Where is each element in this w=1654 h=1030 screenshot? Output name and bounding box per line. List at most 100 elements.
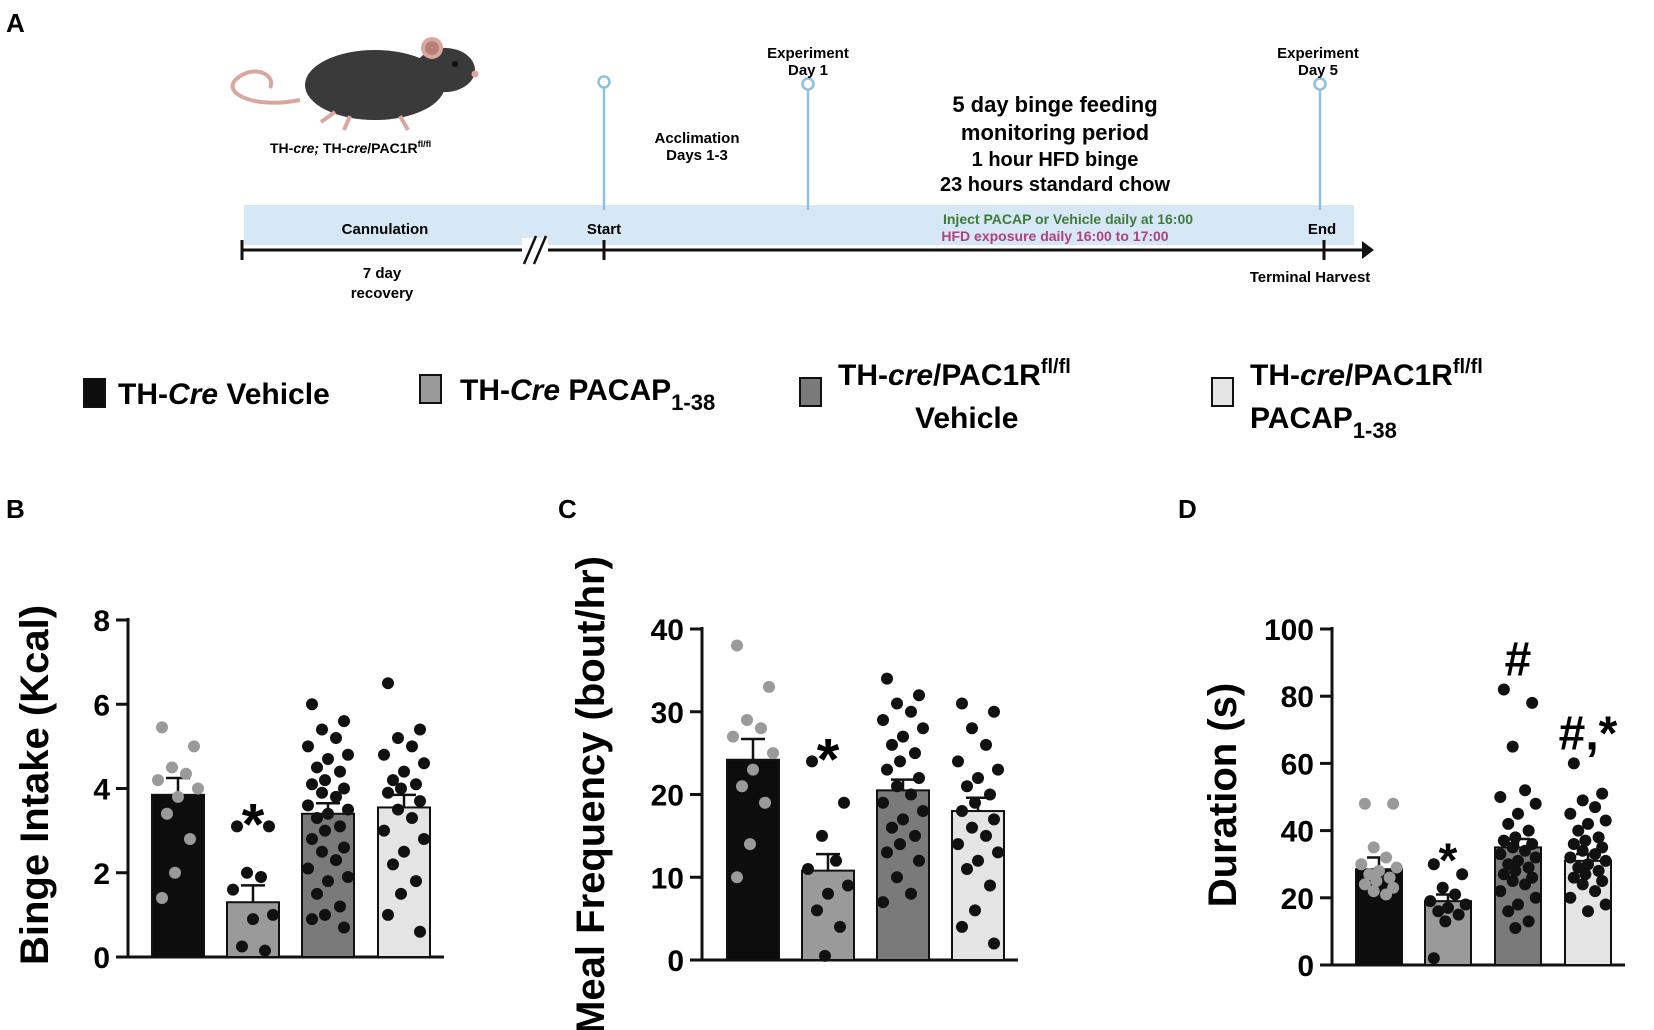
- panel-c-y-tick-label: 20: [651, 780, 684, 813]
- panel-b-letter: B: [6, 494, 25, 524]
- panel-c-data-point: [913, 771, 925, 784]
- panel-d-data-point: [1358, 878, 1371, 891]
- panel-b-y-tick-label: 4: [93, 774, 110, 807]
- panel-c-data-point: [988, 813, 1000, 826]
- panel-c-data-point: [956, 805, 968, 818]
- panel-b-significance-th-cre-pacap: *: [242, 792, 265, 857]
- panel-b-data-point: [306, 698, 318, 711]
- panel-b-data-point: [306, 913, 318, 926]
- panel-d-data-point: [1502, 905, 1515, 918]
- panel-d-data-point: [1599, 854, 1612, 867]
- panel-b-data-point: [410, 778, 422, 791]
- panel-d-data-point: [1579, 834, 1592, 847]
- panel-c-data-point: [905, 788, 917, 801]
- panel-c-data-point: [952, 838, 964, 851]
- panel-b-data-point: [387, 774, 399, 787]
- label-period-4: 23 hours standard chow: [940, 174, 1170, 196]
- panel-d-data-point: [1576, 794, 1589, 807]
- panel-b-data-point: [152, 774, 164, 787]
- panel-b-data-point: [398, 765, 410, 778]
- panel-c-bar-pac1r-pacap: [951, 810, 1005, 961]
- panel-c-data-point: [966, 722, 978, 735]
- panel-d-data-point: [1564, 807, 1577, 820]
- panel-c-data-point: [881, 846, 893, 859]
- panel-c-data-point: [877, 796, 889, 809]
- panel-b-data-point: [267, 908, 279, 921]
- panel-c-y-tick-label: 40: [651, 614, 684, 647]
- panel-d-data-point: [1380, 888, 1393, 901]
- panel-c-data-point: [891, 871, 903, 884]
- panel-c-data-point: [802, 862, 814, 875]
- label-end: End: [1308, 221, 1336, 238]
- panel-c-data-point: [881, 763, 893, 776]
- panel-d-data-point: [1494, 885, 1507, 898]
- panel-b-data-point: [392, 803, 404, 816]
- panel-c-data-point: [877, 896, 889, 909]
- panel-d-data-point: [1370, 875, 1383, 887]
- panel-d-data-point: [1576, 844, 1589, 857]
- panel-b-data-point: [406, 811, 418, 824]
- panel-c-data-point: [956, 920, 968, 933]
- panel-c-data-point: [905, 887, 917, 900]
- panel-d-data-point: [1599, 814, 1612, 827]
- panel-d-data-point: [1526, 696, 1539, 709]
- panel-d-data-point: [1529, 891, 1542, 904]
- panel-b-data-point: [342, 803, 354, 816]
- panel-b-data-point: [382, 908, 394, 921]
- legend-pac1r-vehicle-line2: Vehicle: [915, 402, 1018, 435]
- panel-b-data-point: [330, 854, 342, 867]
- panel-c-data-point: [891, 697, 903, 710]
- panel-c-data-point: [961, 780, 973, 793]
- panel-d-data-point: [1522, 861, 1535, 874]
- panel-d-y-tick-label: 0: [1297, 950, 1314, 983]
- panel-b-data-point: [398, 845, 410, 858]
- panel-b-data-point: [161, 807, 173, 820]
- panel-c-data-point: [966, 821, 978, 834]
- panel-d-data-point: [1509, 831, 1522, 844]
- panel-b-data-point: [227, 883, 239, 896]
- panel-b-data-point: [392, 731, 404, 744]
- panel-c-data-point: [969, 796, 981, 809]
- panel-c-data-point: [767, 747, 779, 760]
- panel-b-data-point: [166, 761, 178, 774]
- pin-day5-head: [1313, 77, 1327, 91]
- legend-pac1r-pacap-line2: PACAP1-38: [1250, 402, 1397, 443]
- panel-c-data-point: [834, 920, 846, 933]
- panel-d-data-point: [1497, 868, 1510, 881]
- panel-b-data-point: [319, 824, 331, 837]
- label-hfd: HFD exposure daily 16:00 to 17:00: [941, 228, 1168, 244]
- panel-c-data-point: [838, 796, 850, 809]
- panel-c-data-point: [969, 904, 981, 917]
- panel-b-data-point: [410, 875, 422, 888]
- panel-d-data-point: [1592, 864, 1605, 877]
- panel-d-data-point: [1387, 797, 1400, 810]
- label-acclimation-1: Acclimation: [654, 130, 739, 147]
- panel-c-data-point: [881, 672, 893, 685]
- panel-d-data-point: [1506, 841, 1519, 854]
- panel-d-data-point: [1519, 878, 1532, 891]
- panel-d-y-tick-label: 40: [1281, 816, 1314, 849]
- panel-b-data-point: [188, 740, 200, 753]
- panel-b-data-point: [382, 677, 394, 690]
- legend-pac1r-pacap: TH-cre/PAC1Rfl/fl: [1250, 356, 1483, 392]
- panel-c-data-point: [842, 879, 854, 892]
- panel-b-data-point: [334, 900, 346, 913]
- panel-c-data-point: [913, 854, 925, 867]
- panel-b-data-point: [319, 774, 331, 787]
- panel-c-data-point: [909, 829, 921, 842]
- panel-d-data-point: [1592, 831, 1605, 844]
- panel-d-data-point: [1497, 834, 1510, 847]
- panel-b-data-point: [241, 866, 253, 879]
- label-recovery-1: 7 day: [363, 265, 402, 282]
- panel-c-data-point: [819, 949, 831, 962]
- panel-d-data-point: [1582, 858, 1594, 871]
- panel-b-data-point: [338, 841, 350, 854]
- panel-c-data-point: [886, 738, 898, 751]
- panel-b-data-point: [302, 740, 314, 753]
- label-terminal: Terminal Harvest: [1250, 269, 1371, 286]
- panel-d-data-point: [1576, 878, 1589, 891]
- panel-d-data-point: [1519, 784, 1532, 797]
- panel-d-data-point: [1579, 868, 1592, 881]
- panel-d-data-point: [1358, 797, 1371, 810]
- panel-d-data-point: [1459, 898, 1472, 911]
